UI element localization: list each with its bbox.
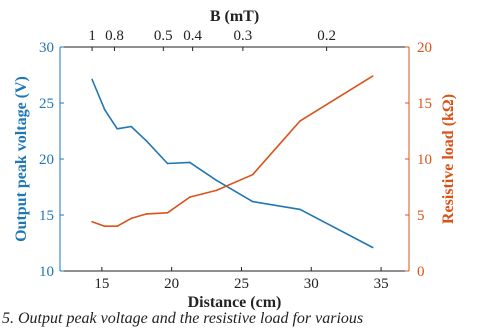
left-y-tick-label: 20 <box>39 152 54 168</box>
output-voltage-point <box>130 125 132 128</box>
right-y-tick-label: 0 <box>417 264 425 280</box>
resistive-load-line <box>91 75 374 227</box>
output-voltage-point <box>91 78 93 81</box>
x-tick-label: 35 <box>374 276 389 292</box>
resistive-load-point <box>189 196 191 198</box>
right-y-tick-label: 5 <box>417 208 425 224</box>
top-tick-label: 0.5 <box>154 28 173 44</box>
resistive-load-point <box>299 120 301 122</box>
right-y-tick-label: 20 <box>417 40 432 56</box>
output-voltage-point <box>145 140 148 142</box>
resistive-load-point <box>130 217 132 220</box>
resistive-load-point <box>215 189 218 192</box>
top-tick-label: 0.2 <box>317 28 336 44</box>
resistive-load-point <box>91 220 93 223</box>
left-y-tick-label: 15 <box>39 208 54 224</box>
x-tick-label: 25 <box>234 276 249 292</box>
output-voltage-point <box>371 246 374 249</box>
figure-caption: 5. Output peak voltage and the resistive… <box>2 310 364 327</box>
resistive-load-point <box>145 213 148 215</box>
top-tick-label: 0.8 <box>105 28 124 44</box>
resistive-load-point <box>103 225 106 227</box>
x-axis-title: Distance (cm) <box>188 294 282 311</box>
resistive-load-point <box>251 173 254 176</box>
top-tick-label: 0.4 <box>183 28 202 44</box>
output-voltage-line <box>91 79 374 249</box>
resistive-load-point <box>116 225 119 227</box>
top-tick-label: 0.3 <box>234 28 253 44</box>
resistive-load-point <box>166 211 169 214</box>
left-y-tick-label: 10 <box>39 264 54 280</box>
output-voltage-point <box>103 108 106 111</box>
output-voltage-point <box>189 161 191 164</box>
top-axis-title: B (mT) <box>210 8 259 25</box>
left-y-tick-label: 25 <box>39 96 54 112</box>
right-y-axis-title: Resistive load (kΩ) <box>440 94 457 224</box>
x-tick-label: 20 <box>164 276 179 292</box>
output-voltage-point <box>116 127 119 130</box>
resistive-load-point <box>371 75 374 77</box>
output-voltage-point <box>215 179 218 182</box>
right-y-tick-label: 15 <box>417 96 432 112</box>
x-tick-label: 15 <box>94 276 109 292</box>
left-y-tick-label: 30 <box>39 40 54 56</box>
x-tick-label: 30 <box>304 276 319 292</box>
left-y-axis-title: Output peak voltage (V) <box>13 76 30 242</box>
output-voltage-point <box>251 200 254 203</box>
right-y-tick-label: 10 <box>417 152 432 168</box>
output-voltage-point <box>299 208 301 211</box>
top-tick-label: 1 <box>88 28 96 44</box>
output-voltage-point <box>166 162 169 165</box>
